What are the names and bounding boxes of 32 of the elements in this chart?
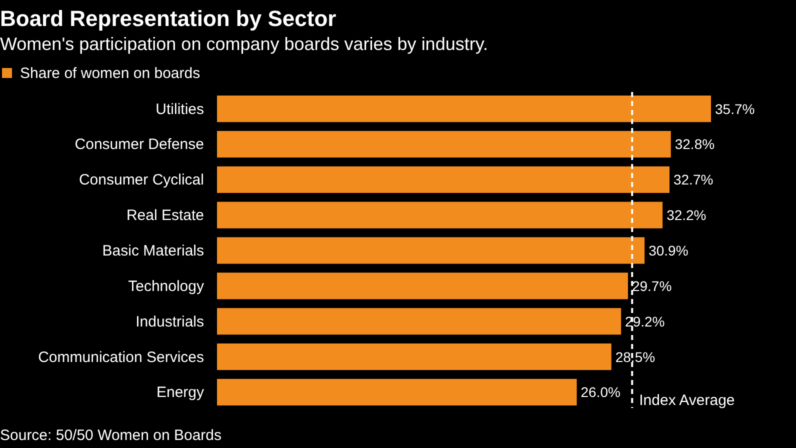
- bar: [217, 96, 711, 122]
- data-label: 28.5%: [615, 348, 656, 365]
- y-tick-label: Consumer Cyclical: [78, 172, 204, 189]
- data-label: 29.2%: [625, 313, 665, 330]
- y-tick-label: Utilities: [156, 100, 204, 118]
- y-tick-label: Industrials: [136, 313, 204, 330]
- y-tick-label: Technology: [128, 278, 204, 295]
- y-tick-label: Consumer Defense: [74, 136, 204, 154]
- y-tick-label: Communication Services: [38, 348, 204, 366]
- bar: [217, 202, 663, 228]
- ref-line-label: Index Average: [639, 392, 735, 409]
- y-tick-label: Basic Materials: [102, 242, 204, 260]
- bar: [217, 166, 670, 193]
- bar: [217, 272, 628, 300]
- chart-subtitle: Women's participation on company boards varies by industry.: [0, 34, 488, 54]
- y-tick-label: Energy: [156, 384, 204, 402]
- bar: [217, 237, 645, 264]
- bar: [217, 130, 671, 158]
- legend-label: Share of women on boards: [20, 65, 200, 82]
- source-note: Source: 50/50 Women on Boards: [0, 427, 222, 444]
- data-label: 32.2%: [666, 207, 706, 224]
- bar: [217, 378, 577, 406]
- data-label: 32.8%: [674, 136, 715, 152]
- y-tick-label: Real Estate: [126, 207, 204, 224]
- data-label: 35.7%: [715, 100, 755, 117]
- chart-title: Board Representation by Sector: [0, 6, 337, 31]
- bar: [217, 308, 622, 335]
- data-label: 26.0%: [580, 384, 620, 400]
- data-label: 29.7%: [632, 278, 672, 294]
- bar: [217, 343, 612, 370]
- data-label: 32.7%: [673, 172, 714, 188]
- data-label: 30.9%: [648, 242, 688, 258]
